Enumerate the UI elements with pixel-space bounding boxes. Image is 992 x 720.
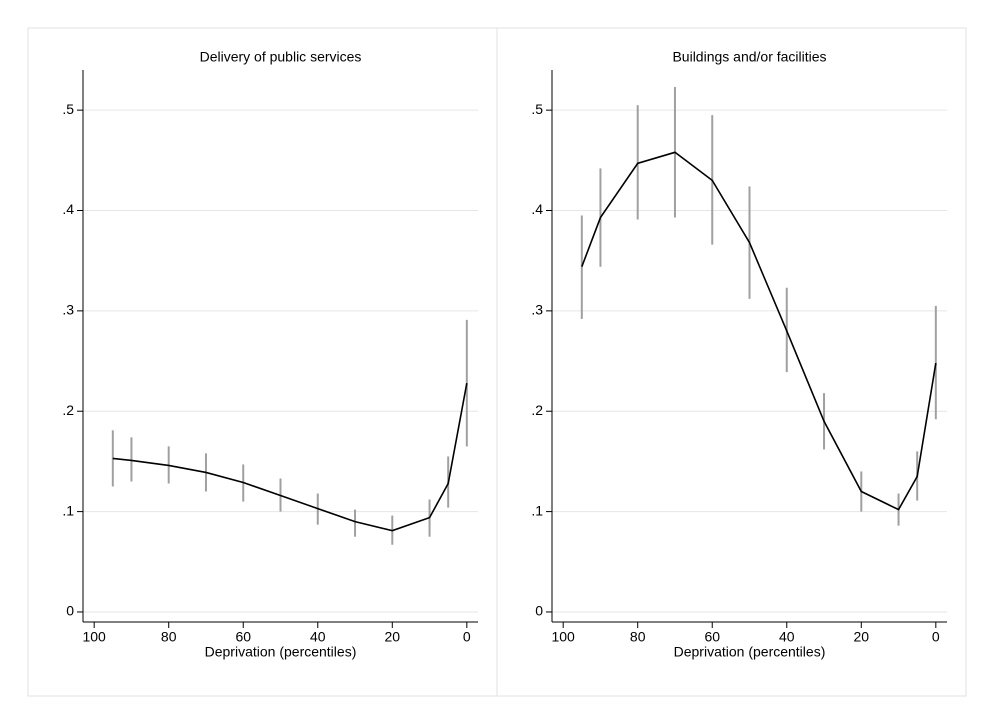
line (112, 382, 468, 532)
y-tick-label: .5 (62, 101, 74, 117)
y-tick-label: 0 (66, 603, 74, 619)
y-tick-label: .4 (62, 201, 74, 217)
x-tick-label: 40 (310, 629, 326, 645)
line (581, 151, 937, 511)
y-tick-label: .3 (531, 302, 543, 318)
y-tick-label: .3 (62, 302, 74, 318)
y-tick-label: .2 (62, 402, 74, 418)
y-tick-label: .4 (531, 201, 543, 217)
x-axis-label: Deprivation (percentiles) (205, 644, 357, 660)
x-tick-label: 100 (82, 629, 106, 645)
y-tick-label: .2 (531, 402, 543, 418)
x-tick-label: 0 (463, 629, 471, 645)
x-tick-label: 20 (385, 629, 401, 645)
x-tick-label: 20 (854, 629, 870, 645)
panel-title: Buildings and/or facilities (672, 49, 826, 65)
x-tick-label: 80 (630, 629, 646, 645)
y-tick-label: 0 (535, 603, 543, 619)
x-tick-label: 60 (235, 629, 251, 645)
x-axis-label: Deprivation (percentiles) (674, 644, 826, 660)
x-tick-label: 80 (161, 629, 177, 645)
panel-title: Delivery of public services (200, 49, 362, 65)
y-tick-label: .5 (531, 101, 543, 117)
y-tick-label: .1 (62, 502, 74, 518)
x-tick-label: 60 (704, 629, 720, 645)
x-tick-label: 40 (779, 629, 795, 645)
x-tick-label: 0 (932, 629, 940, 645)
x-tick-label: 100 (551, 629, 575, 645)
y-tick-label: .1 (531, 502, 543, 518)
